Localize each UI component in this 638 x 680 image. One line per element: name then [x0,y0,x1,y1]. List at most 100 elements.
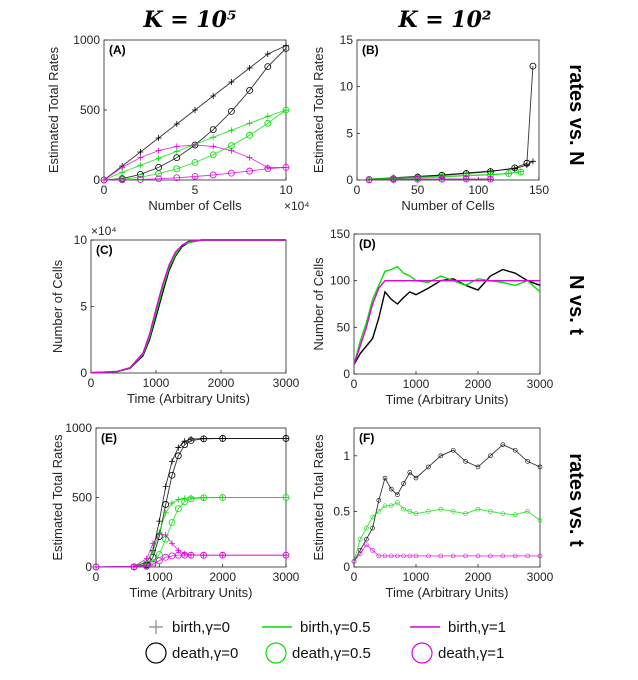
data-point [426,464,431,470]
data-point-circle [246,131,254,139]
data-point-plus [175,496,182,503]
x-tick-label: 50 [411,183,425,197]
data-point-circle [209,126,217,134]
data-point-circle [155,170,163,178]
panel-label: (D) [359,237,376,251]
x-tick-label: 10 [279,183,293,197]
y-tick-label: 0 [346,173,353,187]
data-point [364,542,369,548]
chart-panel-3: 0 1000 2000 3000 0 5 10×10⁴ Time (Arbitrary Uni… [50,224,300,406]
y-tick-label: 0 [85,560,92,574]
series-line [353,268,541,366]
data-point-circle [282,494,290,501]
data-point [525,509,530,514]
legend-label: death,γ=0 [172,645,238,662]
data-point [488,453,493,459]
data-point-circle [523,159,531,167]
y-tick-label: 0.5 [333,504,350,518]
x-tick-label: 1000 [403,377,430,391]
column-header-left: K = 10⁵ [142,7,236,33]
data-point-plus [162,509,169,516]
panel-label: (E) [101,431,117,445]
data-point [525,459,530,464]
data-point [463,553,468,559]
data-point-circle [187,551,195,559]
data-point [388,503,394,509]
legend-marker-circle [265,642,287,664]
data-point-plus [169,500,175,507]
y-axis-label: Number of Cells [50,259,65,353]
data-point-plus [246,154,253,161]
data-point-circle [181,441,189,449]
data-point-circle [173,174,181,182]
data-point [388,486,394,492]
y-tick-label: 0 [343,367,350,381]
data-point-circle [168,552,176,560]
data-point [370,514,375,520]
data-point-circle [219,435,227,442]
data-point-plus [137,162,144,169]
data-point-circle [505,170,513,177]
x-tick-label: 1000 [146,570,173,584]
data-point-plus [155,155,162,162]
legend-item-birth-gamma05: birth,γ=0.5 [262,619,370,636]
data-point [357,536,363,542]
data-point-circle [365,176,373,184]
x-axis-label: Time (Arbitrary Units) [129,585,252,600]
data-point [388,553,394,559]
data-point-circle [282,106,290,114]
x-tick-label: 0 [351,570,358,584]
x-exponent-label: ×10⁴ [284,199,310,213]
series-line [95,437,286,568]
data-point-circle [191,173,199,180]
data-point-plus [173,143,180,150]
data-point [401,506,406,512]
data-point-circle [118,176,126,184]
legend-marker-plus [149,620,163,634]
data-point [525,553,530,559]
legend-item-birth-gamma1: birth,γ=1 [410,619,506,636]
data-point [500,553,506,559]
data-point [376,497,382,503]
data-point [401,553,406,559]
data-point-circle [136,173,144,181]
x-tick-label: 2000 [465,377,492,391]
x-tick-label: 2000 [208,376,235,390]
series-line [103,109,287,181]
x-axis-label: Number of Cells [401,198,495,213]
x-tick-label: 3000 [527,377,554,391]
data-point-circle [389,176,397,183]
data-point [537,517,543,523]
data-point-plus [517,168,524,175]
x-tick-label: 2000 [209,570,236,584]
legend: birth,γ=0 birth,γ=0.5 birth,γ=1 death,γ=… [145,619,506,664]
data-point [426,553,431,559]
data-point-circle [173,165,181,173]
data-point [537,553,543,559]
data-point-circle [227,108,235,115]
x-tick-label: 3000 [527,570,554,584]
data-point [395,492,400,498]
data-point [537,464,543,470]
series-line [103,166,287,181]
x-tick-label: 0 [93,570,100,584]
data-point [407,470,413,475]
data-point [450,509,456,514]
data-point [438,553,444,559]
legend-marker-circle [411,642,433,664]
data-point [382,503,388,509]
row-label-rates-vs-t: rates vs. t [565,453,587,547]
data-point-plus [169,540,175,547]
data-point-plus [228,147,235,154]
data-point [382,553,388,559]
data-point [438,506,444,512]
data-point-circle [130,563,138,571]
data-point-circle [168,471,176,479]
chart-panel-4: 0 1000 2000 3000 0 50 100 150 Time (Arbitrary Un… [311,227,554,407]
series-line [353,280,540,365]
data-point [376,509,382,514]
data-point-circle [264,165,272,173]
data-point-circle [187,495,195,503]
data-point-plus [192,107,198,113]
